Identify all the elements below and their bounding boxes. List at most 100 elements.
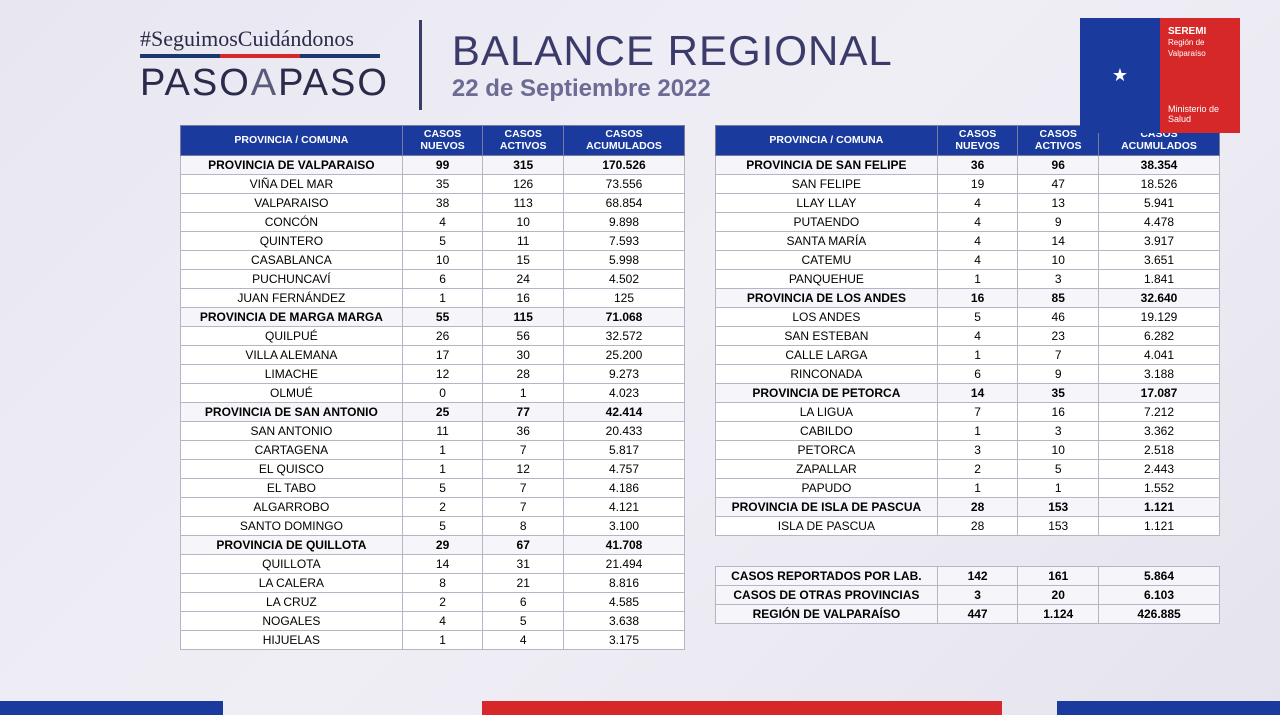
name-cell: PUTAENDO — [716, 213, 938, 232]
name-cell: VALPARAISO — [181, 194, 403, 213]
province-row: CASOS DE OTRAS PROVINCIAS3206.103 — [716, 586, 1220, 605]
comuna-row: LA LIGUA7167.212 — [716, 403, 1220, 422]
value-cell: 5.817 — [564, 441, 685, 460]
name-cell: RINCONADA — [716, 365, 938, 384]
name-cell: QUINTERO — [181, 232, 403, 251]
comuna-row: VIÑA DEL MAR3512673.556 — [181, 175, 685, 194]
comuna-row: EL QUISCO1124.757 — [181, 460, 685, 479]
value-cell: 7.212 — [1099, 403, 1220, 422]
comuna-row: ALGARROBO274.121 — [181, 498, 685, 517]
value-cell: 2 — [402, 498, 483, 517]
value-cell: 1 — [937, 422, 1018, 441]
name-cell: CASOS DE OTRAS PROVINCIAS — [716, 586, 938, 605]
value-cell: 5 — [937, 308, 1018, 327]
province-row: PROVINCIA DE SAN ANTONIO257742.414 — [181, 403, 685, 422]
value-cell: 4.757 — [564, 460, 685, 479]
comuna-row: PUCHUNCAVÍ6244.502 — [181, 270, 685, 289]
value-cell: 3.917 — [1099, 232, 1220, 251]
name-cell: VIÑA DEL MAR — [181, 175, 403, 194]
name-cell: LA LIGUA — [716, 403, 938, 422]
province-row: PROVINCIA DE ISLA DE PASCUA281531.121 — [716, 498, 1220, 517]
value-cell: 4.121 — [564, 498, 685, 517]
value-cell: 113 — [483, 194, 564, 213]
value-cell: 71.068 — [564, 308, 685, 327]
value-cell: 4 — [937, 213, 1018, 232]
value-cell: 1 — [937, 346, 1018, 365]
name-cell: PUCHUNCAVÍ — [181, 270, 403, 289]
value-cell: 21 — [483, 574, 564, 593]
value-cell: 15 — [483, 251, 564, 270]
value-cell: 4.585 — [564, 593, 685, 612]
value-cell: 26 — [402, 327, 483, 346]
value-cell: 1.841 — [1099, 270, 1220, 289]
value-cell: 142 — [937, 567, 1018, 586]
value-cell: 17.087 — [1099, 384, 1220, 403]
value-cell: 35 — [402, 175, 483, 194]
value-cell: 36 — [937, 156, 1018, 175]
value-cell: 5 — [402, 517, 483, 536]
value-cell: 47 — [1018, 175, 1099, 194]
name-cell: PROVINCIA DE ISLA DE PASCUA — [716, 498, 938, 517]
value-cell: 42.414 — [564, 403, 685, 422]
paso-a-paso-logo: #SeguimosCuidándonos PASOAPASO — [140, 26, 389, 105]
name-cell: SAN ANTONIO — [181, 422, 403, 441]
value-cell: 3.638 — [564, 612, 685, 631]
left-table: PROVINCIA / COMUNACASOSNUEVOSCASOSACTIVO… — [180, 125, 685, 650]
name-cell: SAN FELIPE — [716, 175, 938, 194]
value-cell: 10 — [483, 213, 564, 232]
name-cell: CASABLANCA — [181, 251, 403, 270]
value-cell: 2.518 — [1099, 441, 1220, 460]
value-cell: 24 — [483, 270, 564, 289]
comuna-row: EL TABO574.186 — [181, 479, 685, 498]
value-cell: 8.816 — [564, 574, 685, 593]
name-cell: LIMACHE — [181, 365, 403, 384]
value-cell: 5 — [402, 479, 483, 498]
comuna-row: SAN ESTEBAN4236.282 — [716, 327, 1220, 346]
value-cell: 46 — [1018, 308, 1099, 327]
comuna-row: PANQUEHUE131.841 — [716, 270, 1220, 289]
seremi-footer: Ministerio de Salud — [1168, 105, 1240, 125]
comuna-row: CARTAGENA175.817 — [181, 441, 685, 460]
value-cell: 3 — [937, 586, 1018, 605]
name-cell: PANQUEHUE — [716, 270, 938, 289]
value-cell: 9 — [1018, 365, 1099, 384]
paso-word-1: PASO — [140, 62, 251, 104]
value-cell: 7 — [937, 403, 1018, 422]
summary-table: CASOS REPORTADOS POR LAB.1421615.864CASO… — [715, 566, 1220, 624]
value-cell: 9 — [1018, 213, 1099, 232]
value-cell: 28 — [937, 517, 1018, 536]
value-cell: 426.885 — [1099, 605, 1220, 624]
value-cell: 18.526 — [1099, 175, 1220, 194]
value-cell: 0 — [402, 384, 483, 403]
name-cell: LLAY LLAY — [716, 194, 938, 213]
comuna-row: PAPUDO111.552 — [716, 479, 1220, 498]
value-cell: 1 — [937, 270, 1018, 289]
seremi-badge: ★ SEREMI Región de Valparaíso Ministerio… — [1080, 18, 1240, 133]
value-cell: 23 — [1018, 327, 1099, 346]
value-cell: 115 — [483, 308, 564, 327]
value-cell: 20 — [1018, 586, 1099, 605]
value-cell: 14 — [937, 384, 1018, 403]
column-header: CASOSNUEVOS — [402, 126, 483, 156]
value-cell: 3 — [937, 441, 1018, 460]
value-cell: 77 — [483, 403, 564, 422]
comuna-row: ISLA DE PASCUA281531.121 — [716, 517, 1220, 536]
comuna-row: CALLE LARGA174.041 — [716, 346, 1220, 365]
page-title: BALANCE REGIONAL — [452, 27, 893, 75]
comuna-row: QUILPUÉ265632.572 — [181, 327, 685, 346]
footer-color-bars — [0, 701, 1280, 715]
name-cell: EL QUISCO — [181, 460, 403, 479]
name-cell: VILLA ALEMANA — [181, 346, 403, 365]
value-cell: 6.282 — [1099, 327, 1220, 346]
name-cell: LOS ANDES — [716, 308, 938, 327]
comuna-row: SAN FELIPE194718.526 — [716, 175, 1220, 194]
value-cell: 3 — [1018, 270, 1099, 289]
value-cell: 4 — [937, 232, 1018, 251]
name-cell: SAN ESTEBAN — [716, 327, 938, 346]
comuna-row: JUAN FERNÁNDEZ116125 — [181, 289, 685, 308]
value-cell: 19 — [937, 175, 1018, 194]
value-cell: 3.100 — [564, 517, 685, 536]
value-cell: 315 — [483, 156, 564, 175]
value-cell: 14 — [402, 555, 483, 574]
seremi-title: SEREMI Región de Valparaíso — [1168, 26, 1240, 59]
